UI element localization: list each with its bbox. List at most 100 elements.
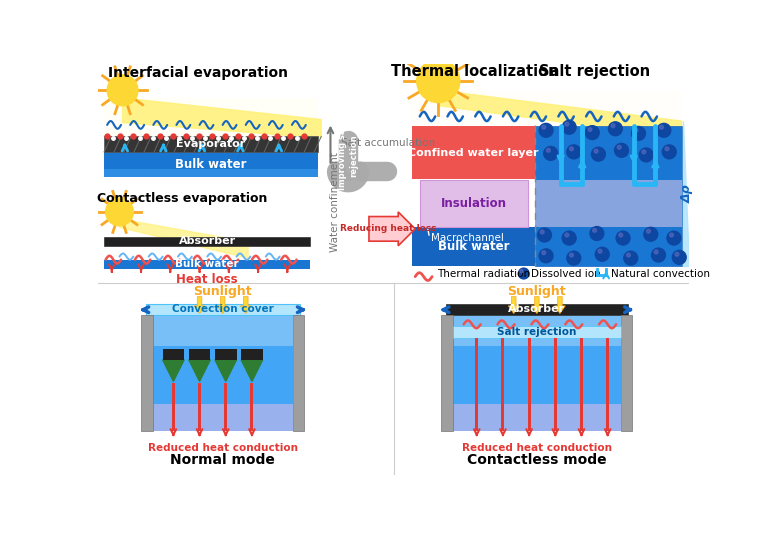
Circle shape	[538, 228, 551, 242]
Polygon shape	[683, 121, 690, 266]
FancyBboxPatch shape	[104, 260, 310, 269]
Circle shape	[567, 251, 581, 265]
Text: Salt rejection: Salt rejection	[497, 327, 577, 337]
FancyBboxPatch shape	[172, 383, 175, 430]
Circle shape	[617, 145, 621, 149]
Circle shape	[616, 231, 630, 245]
Circle shape	[665, 147, 669, 151]
Text: Normal mode: Normal mode	[170, 453, 275, 467]
Circle shape	[651, 248, 665, 262]
Text: Sunlight: Sunlight	[508, 286, 566, 299]
FancyBboxPatch shape	[98, 64, 690, 475]
Circle shape	[585, 125, 599, 139]
Circle shape	[598, 249, 602, 253]
Circle shape	[570, 147, 574, 151]
Circle shape	[542, 251, 546, 255]
Text: Bulk water: Bulk water	[438, 240, 509, 253]
FancyBboxPatch shape	[580, 338, 583, 430]
FancyBboxPatch shape	[104, 98, 318, 138]
Polygon shape	[241, 360, 263, 381]
Polygon shape	[215, 360, 237, 381]
FancyBboxPatch shape	[153, 404, 293, 430]
FancyBboxPatch shape	[141, 315, 153, 430]
Polygon shape	[120, 219, 248, 258]
Text: Heat loss: Heat loss	[177, 273, 238, 286]
Text: Confined water layer: Confined water layer	[409, 147, 539, 158]
FancyBboxPatch shape	[198, 383, 201, 430]
Circle shape	[593, 229, 597, 232]
Circle shape	[562, 120, 576, 134]
Text: Improving salt
rejection: Improving salt rejection	[339, 121, 358, 190]
Text: Bulk water: Bulk water	[175, 158, 247, 171]
Circle shape	[590, 226, 604, 240]
Circle shape	[642, 150, 646, 154]
FancyBboxPatch shape	[146, 303, 300, 315]
FancyBboxPatch shape	[502, 338, 505, 430]
Text: Convection cover: Convection cover	[172, 304, 273, 315]
Text: Reducing heat loss: Reducing heat loss	[340, 224, 436, 233]
Text: Salt accumulation: Salt accumulation	[341, 138, 435, 147]
FancyBboxPatch shape	[453, 315, 621, 346]
Text: Contactless mode: Contactless mode	[467, 453, 607, 467]
FancyArrow shape	[194, 296, 205, 313]
Text: Δρ: Δρ	[680, 184, 694, 203]
FancyBboxPatch shape	[163, 349, 184, 360]
Circle shape	[627, 253, 631, 257]
FancyBboxPatch shape	[446, 303, 627, 315]
Polygon shape	[123, 98, 321, 138]
Circle shape	[611, 124, 615, 128]
Circle shape	[520, 270, 523, 273]
Circle shape	[647, 229, 650, 233]
Circle shape	[644, 227, 657, 241]
FancyBboxPatch shape	[241, 349, 263, 360]
Circle shape	[672, 250, 686, 264]
FancyBboxPatch shape	[412, 227, 535, 266]
FancyBboxPatch shape	[104, 137, 318, 152]
FancyBboxPatch shape	[412, 127, 535, 179]
Text: Salt rejection: Salt rejection	[539, 64, 650, 78]
Circle shape	[518, 268, 529, 279]
Polygon shape	[163, 360, 184, 381]
FancyBboxPatch shape	[250, 383, 253, 430]
Circle shape	[542, 125, 546, 129]
Polygon shape	[189, 360, 210, 381]
Circle shape	[539, 249, 553, 263]
FancyBboxPatch shape	[442, 315, 453, 430]
FancyBboxPatch shape	[535, 127, 681, 266]
Text: Contactless evaporation: Contactless evaporation	[98, 192, 268, 205]
Text: Natural convection: Natural convection	[611, 269, 710, 279]
FancyBboxPatch shape	[412, 90, 681, 138]
Circle shape	[662, 145, 676, 159]
Circle shape	[108, 75, 138, 106]
Circle shape	[675, 253, 679, 256]
Text: Thermal localization: Thermal localization	[392, 64, 559, 78]
FancyBboxPatch shape	[293, 315, 304, 430]
Text: Water confinement: Water confinement	[330, 152, 340, 252]
Text: Macrochannel: Macrochannel	[431, 233, 504, 243]
Circle shape	[417, 59, 460, 103]
Circle shape	[106, 198, 134, 226]
Circle shape	[594, 149, 598, 153]
Text: Insulation: Insulation	[441, 197, 507, 210]
Circle shape	[631, 127, 645, 140]
FancyBboxPatch shape	[606, 338, 609, 430]
FancyBboxPatch shape	[453, 326, 621, 338]
FancyArrow shape	[508, 296, 519, 313]
Circle shape	[565, 233, 569, 237]
Text: Interfacial evaporation: Interfacial evaporation	[108, 66, 288, 80]
Text: Dissolved ion: Dissolved ion	[531, 269, 601, 279]
Text: Reduced heat conduction: Reduced heat conduction	[462, 443, 612, 452]
FancyBboxPatch shape	[453, 315, 621, 430]
Circle shape	[591, 147, 605, 161]
FancyBboxPatch shape	[104, 169, 318, 177]
Circle shape	[639, 148, 653, 162]
Circle shape	[595, 247, 609, 261]
FancyBboxPatch shape	[453, 404, 621, 430]
Circle shape	[670, 233, 674, 237]
Circle shape	[570, 253, 574, 257]
Circle shape	[624, 251, 637, 265]
FancyBboxPatch shape	[215, 349, 237, 360]
Circle shape	[634, 128, 638, 132]
Circle shape	[540, 230, 545, 234]
FancyBboxPatch shape	[104, 237, 310, 246]
